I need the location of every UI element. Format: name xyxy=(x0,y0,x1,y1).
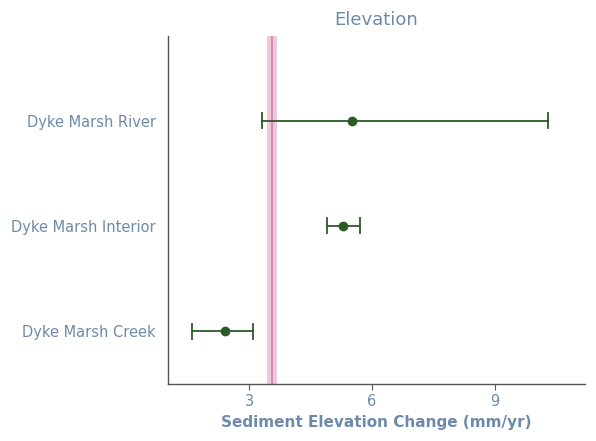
X-axis label: Sediment Elevation Change (mm/yr): Sediment Elevation Change (mm/yr) xyxy=(221,415,532,430)
Title: Elevation: Elevation xyxy=(334,11,418,29)
Bar xyxy=(267,36,277,384)
